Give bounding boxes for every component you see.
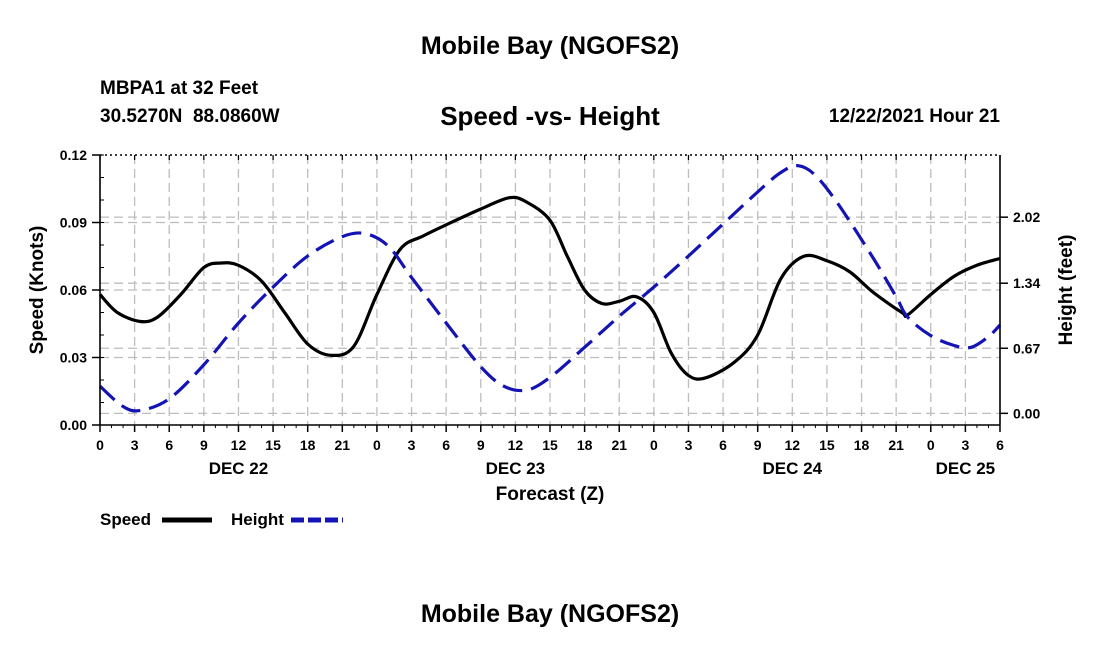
x-tick-label: 9 [200, 437, 208, 453]
x-tick-label: 15 [542, 437, 558, 453]
x-tick-label: 3 [961, 437, 969, 453]
x-tick-label: 0 [927, 437, 935, 453]
x-tick-label: 21 [335, 437, 351, 453]
x-tick-label: 9 [754, 437, 762, 453]
x-tick-label: 15 [265, 437, 281, 453]
x-tick-label: 21 [888, 437, 904, 453]
y-left-tick-label: 0.03 [60, 350, 87, 366]
y-left-axis-label: Speed (Knots) [27, 226, 48, 355]
x-tick-label: 18 [577, 437, 593, 453]
x-tick-label: 12 [231, 437, 247, 453]
forecast-time: 12/22/2021 Hour 21 [828, 106, 1000, 127]
x-tick-label: 6 [442, 437, 450, 453]
x-axis-label: Forecast (Z) [496, 484, 605, 505]
x-tick-label: 3 [131, 437, 139, 453]
y-right-axis-label: Height (feet) [1056, 235, 1077, 346]
x-tick-label: 12 [508, 437, 524, 453]
x-tick-label: 3 [408, 437, 416, 453]
x-tick-label: 0 [96, 437, 104, 453]
series-line-height [98, 164, 1002, 413]
series-line-speed [98, 195, 1001, 381]
legend-label-height: Height [231, 510, 284, 529]
y-right-tick-label: 0.67 [1013, 340, 1040, 356]
y-left-tick-label: 0.09 [60, 215, 87, 231]
x-tick-label: 18 [300, 437, 316, 453]
x-tick-label: 6 [996, 437, 1004, 453]
date-label: DEC 23 [486, 459, 546, 478]
x-tick-label: 6 [165, 437, 173, 453]
date-label: DEC 25 [936, 459, 996, 478]
x-tick-label: 12 [785, 437, 801, 453]
station-name: MBPA1 at 32 Feet [100, 78, 259, 99]
x-tick-label: 3 [685, 437, 693, 453]
station-coordinates: 30.5270N 88.0860W [100, 106, 280, 127]
x-tick-label: 0 [373, 437, 381, 453]
page-title: Mobile Bay (NGOFS2) [420, 32, 680, 60]
x-tick-label: 18 [854, 437, 870, 453]
x-tick-label: 0 [650, 437, 658, 453]
y-left-tick-label: 0.12 [60, 147, 87, 163]
x-tick-label: 21 [611, 437, 627, 453]
y-left-tick-label: 0.00 [60, 417, 87, 433]
y-left-tick-label: 0.06 [60, 282, 87, 298]
y-right-tick-label: 0.00 [1013, 405, 1040, 421]
speed-height-chart: Speed -vs- Height 0 3 6 9 12 15 18 21 0 3 6 9 12 15 18… [27, 101, 1077, 529]
chart-title: Speed -vs- Height [440, 101, 660, 131]
x-tick-label: 9 [477, 437, 485, 453]
footer-title: Mobile Bay (NGOFS2) [420, 600, 680, 628]
y-right-tick-label: 2.02 [1013, 209, 1040, 225]
date-label: DEC 22 [209, 459, 269, 478]
x-tick-label: 6 [719, 437, 727, 453]
legend-label-speed: Speed [100, 510, 151, 529]
date-label: DEC 24 [763, 459, 823, 478]
x-tick-label: 15 [819, 437, 835, 453]
y-right-tick-label: 1.34 [1013, 275, 1040, 291]
